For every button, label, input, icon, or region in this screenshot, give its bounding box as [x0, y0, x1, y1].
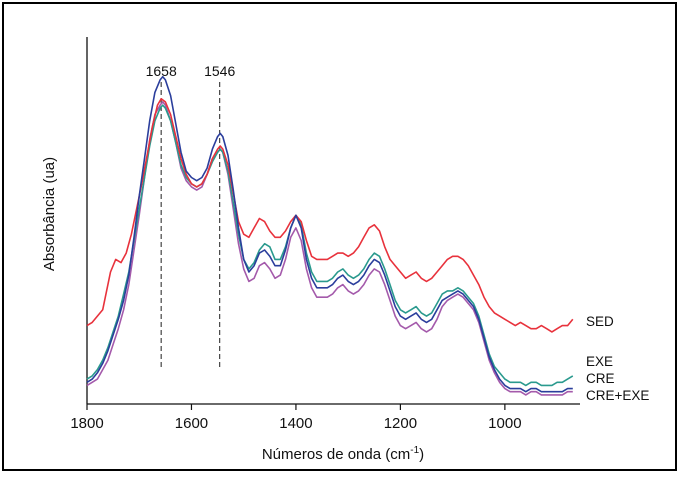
series-label-exe: EXE: [586, 354, 613, 369]
series-labels: SED EXE CRE CRE+EXE: [586, 314, 649, 403]
peak-marker-label: 1658: [146, 63, 177, 79]
axes: [86, 37, 580, 405]
series-label-cre-exe: CRE+EXE: [586, 388, 649, 403]
x-tick-label: 1600: [175, 415, 208, 432]
series-lines: [86, 75, 574, 396]
series-label-cre: CRE: [586, 371, 615, 386]
y-axis-title: Absorbância (ua): [41, 157, 58, 271]
peak-markers: 1658 1546: [146, 63, 235, 368]
x-axis-title-superscript: -1: [410, 445, 419, 456]
x-tick-label: 1200: [384, 415, 417, 432]
x-tick-label: 1800: [70, 415, 103, 432]
x-tick-label: 1000: [488, 415, 521, 432]
x-tick-label: 1400: [279, 415, 312, 432]
series-line-exe: [86, 104, 574, 387]
x-axis-title: Números de onda (cm-1): [262, 445, 424, 463]
x-axis-title-main: Números de onda (cm: [262, 446, 410, 463]
x-ticks: 1800 1600 1400 1200 1000: [70, 404, 522, 432]
series-line-sed: [86, 98, 574, 333]
series-line-cre-exe: [86, 101, 573, 396]
x-axis-title-suffix: ): [419, 446, 424, 463]
chart-frame: [2, 2, 677, 471]
peak-marker-label: 1546: [204, 63, 235, 79]
series-line-cre: [86, 75, 573, 393]
series-label-sed: SED: [586, 314, 614, 329]
